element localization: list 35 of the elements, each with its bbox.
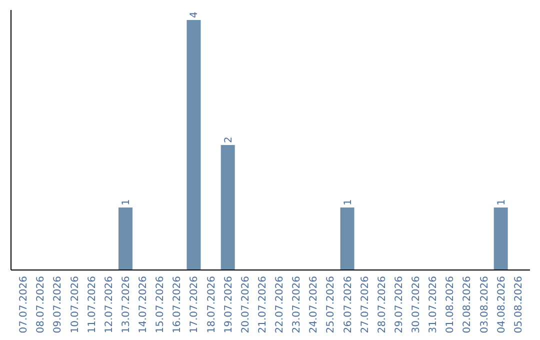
x-tick-label: 02.08.2026 — [462, 276, 474, 334]
x-tick-label: 15.07.2026 — [155, 276, 166, 334]
x-tick-label: 30.07.2026 — [411, 276, 422, 334]
x-tick-label: 12.07.2026 — [104, 276, 115, 334]
x-tick-label: 01.08.2026 — [445, 276, 456, 334]
x-tick-label: 18.07.2026 — [206, 276, 218, 334]
x-tick-label: 25.07.2026 — [326, 276, 337, 334]
data-label: 1 — [496, 199, 508, 206]
x-tick-label: 08.07.2026 — [36, 276, 47, 334]
x-tick-label: 22.07.2026 — [274, 276, 286, 334]
data-label: 1 — [342, 199, 354, 206]
data-label: 4 — [189, 12, 200, 18]
x-tick-label: 26.07.2026 — [342, 276, 354, 334]
x-tick-label: 19.07.2026 — [223, 276, 234, 334]
data-label: 2 — [223, 136, 234, 143]
x-tick-label: 24.07.2026 — [308, 276, 320, 334]
x-tick-label: 23.07.2026 — [292, 276, 303, 334]
x-tick-label: 09.07.2026 — [52, 276, 64, 334]
x-tick-label: 11.07.2026 — [86, 276, 98, 334]
x-tick-label: 04.08.2026 — [496, 276, 508, 334]
x-tick-label: 13.07.2026 — [120, 276, 132, 334]
x-tick-label: 14.07.2026 — [138, 276, 150, 334]
x-tick-label: 28.07.2026 — [376, 276, 388, 334]
x-tick-label: 03.08.2026 — [479, 276, 490, 334]
x-tick-label: 17.07.2026 — [189, 276, 200, 334]
x-tick-label: 05.08.2026 — [513, 276, 524, 334]
x-tick-label: 20.07.2026 — [240, 276, 252, 334]
x-tick-label: 29.07.2026 — [394, 276, 405, 334]
x-tick-label: 21.07.2026 — [257, 276, 268, 334]
x-tick-label: 27.07.2026 — [360, 276, 371, 334]
x-tick-label: 31.07.2026 — [428, 276, 440, 334]
x-tick-label: 16.07.2026 — [172, 276, 184, 334]
data-label: 1 — [120, 199, 132, 206]
x-tick-label: 10.07.2026 — [70, 276, 81, 334]
x-tick-label: 07.07.2026 — [18, 276, 30, 334]
